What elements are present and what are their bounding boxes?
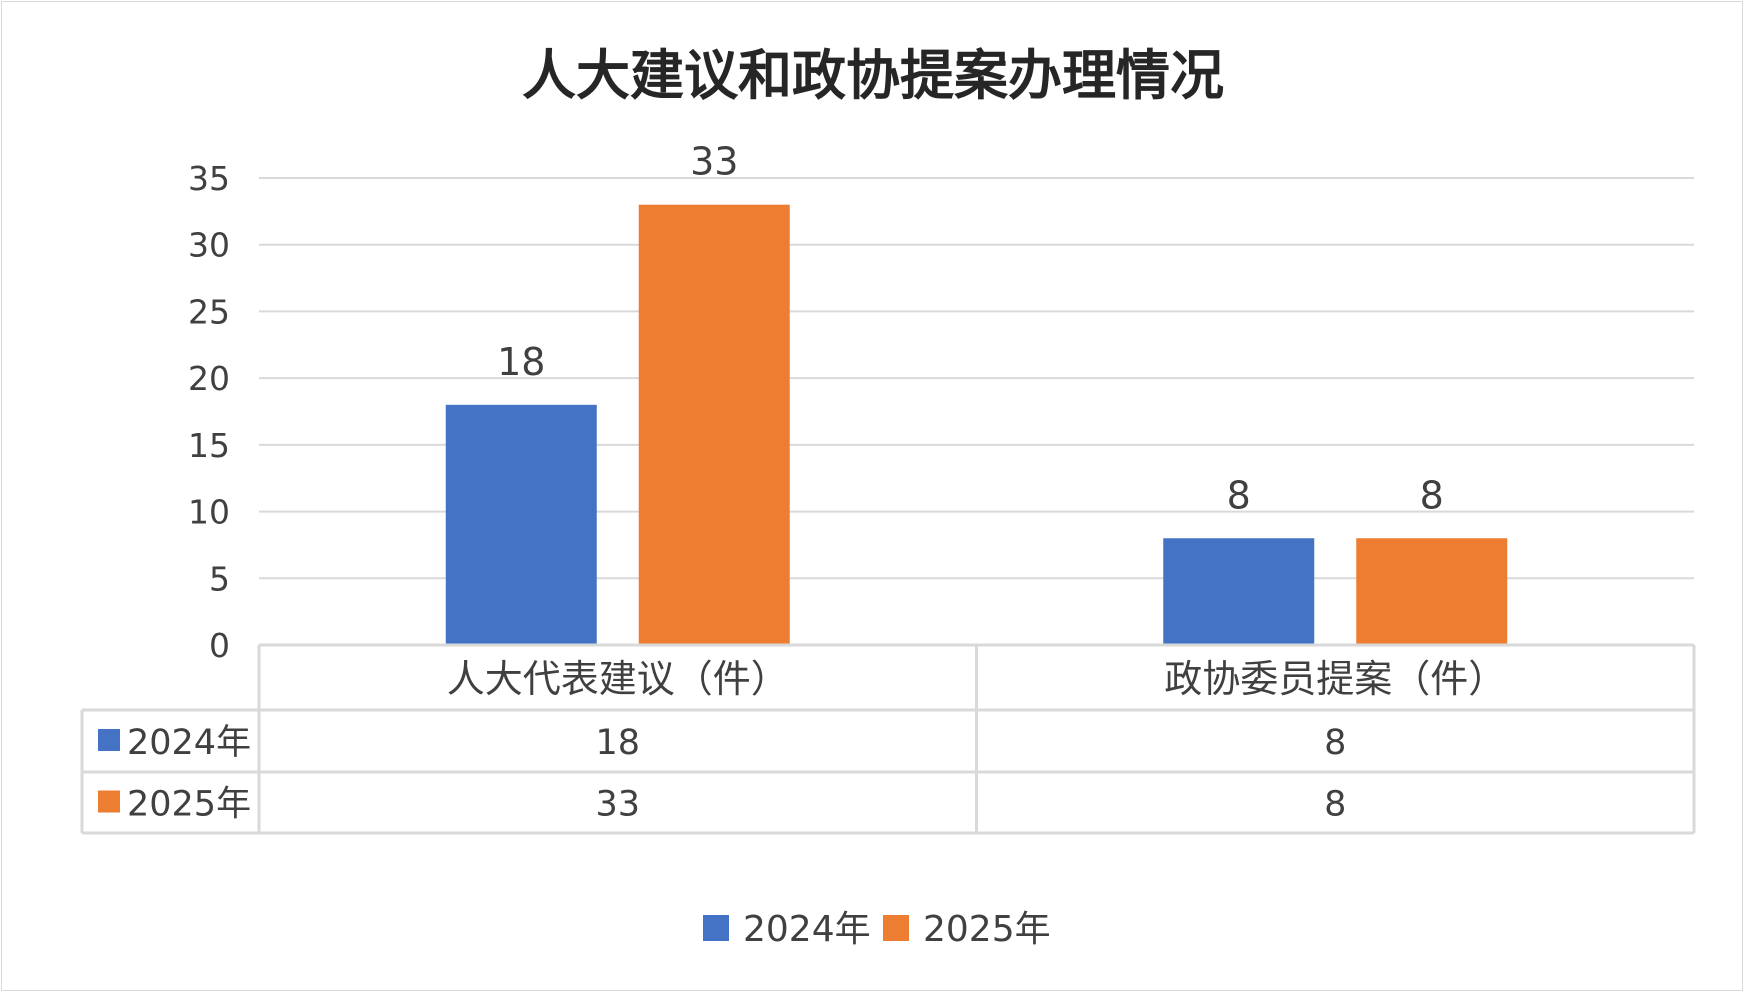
legend-label: 2024年 — [743, 909, 871, 950]
chart-title: 人大建议和政协提案办理情况 — [522, 43, 1224, 107]
table-series-name: 2024年 — [127, 723, 251, 763]
bar-series1 — [1163, 538, 1315, 645]
table-cell-value: 33 — [595, 785, 640, 825]
data-label: 33 — [690, 140, 738, 184]
bar-series2 — [1356, 538, 1508, 645]
y-tick-label: 10 — [188, 493, 230, 532]
y-tick-label: 15 — [188, 426, 230, 465]
y-tick-label: 20 — [188, 359, 230, 398]
legend-swatch — [883, 915, 909, 941]
table-legend-key — [98, 790, 120, 813]
y-tick-label: 25 — [188, 292, 230, 331]
x-category-label: 人大代表建议（件） — [447, 657, 789, 701]
table-cell-value: 8 — [1324, 723, 1346, 763]
y-tick-label: 0 — [209, 626, 230, 665]
y-tick-label: 5 — [209, 559, 230, 598]
table-series-name: 2025年 — [127, 785, 251, 825]
data-label: 8 — [1420, 473, 1444, 517]
x-category-label: 政协委员提案（件） — [1164, 657, 1506, 701]
y-tick-label: 35 — [188, 159, 230, 198]
legend-label: 2025年 — [923, 909, 1051, 950]
table-legend-key — [98, 729, 120, 751]
y-tick-label: 30 — [188, 226, 230, 265]
bar-series2 — [638, 204, 790, 645]
table-cell-value: 8 — [1324, 785, 1346, 825]
table-cell-value: 18 — [595, 723, 640, 763]
data-label: 8 — [1227, 473, 1251, 517]
legend-swatch — [703, 915, 729, 941]
bar-series1 — [445, 404, 597, 645]
data-label: 18 — [497, 340, 545, 384]
